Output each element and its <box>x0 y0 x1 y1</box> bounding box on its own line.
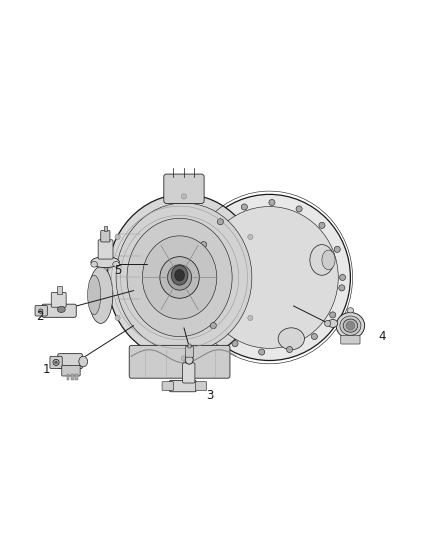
Circle shape <box>181 356 187 361</box>
Circle shape <box>181 194 187 199</box>
Ellipse shape <box>88 275 101 314</box>
Ellipse shape <box>127 219 232 336</box>
Ellipse shape <box>160 257 199 298</box>
Circle shape <box>197 297 203 304</box>
Text: 4: 4 <box>378 330 386 343</box>
FancyBboxPatch shape <box>164 174 204 204</box>
Ellipse shape <box>340 316 361 335</box>
Circle shape <box>210 322 216 329</box>
Ellipse shape <box>116 203 252 352</box>
Circle shape <box>346 321 355 330</box>
Circle shape <box>269 199 275 206</box>
FancyBboxPatch shape <box>162 382 173 391</box>
Circle shape <box>201 241 207 248</box>
Bar <box>67 374 69 381</box>
Bar <box>57 286 62 294</box>
FancyBboxPatch shape <box>50 356 62 368</box>
Ellipse shape <box>278 328 304 350</box>
Bar <box>75 374 78 381</box>
FancyBboxPatch shape <box>341 336 360 344</box>
Ellipse shape <box>188 195 350 360</box>
FancyBboxPatch shape <box>101 231 110 242</box>
Ellipse shape <box>102 263 113 270</box>
Circle shape <box>248 316 253 320</box>
FancyBboxPatch shape <box>195 382 207 391</box>
Circle shape <box>319 222 325 229</box>
Ellipse shape <box>167 265 191 290</box>
Ellipse shape <box>201 207 338 349</box>
Ellipse shape <box>88 266 113 324</box>
Ellipse shape <box>343 319 357 332</box>
Bar <box>71 374 74 381</box>
Ellipse shape <box>325 320 331 327</box>
Circle shape <box>115 235 120 239</box>
Circle shape <box>259 349 265 355</box>
Ellipse shape <box>336 312 364 339</box>
Circle shape <box>339 285 345 291</box>
Circle shape <box>115 316 120 320</box>
Ellipse shape <box>91 262 97 267</box>
FancyBboxPatch shape <box>62 366 80 376</box>
Bar <box>188 344 191 348</box>
Circle shape <box>53 359 59 366</box>
FancyBboxPatch shape <box>51 292 66 307</box>
Text: 2: 2 <box>36 310 44 324</box>
Ellipse shape <box>171 265 188 285</box>
Bar <box>104 226 107 231</box>
Ellipse shape <box>79 356 88 367</box>
Circle shape <box>241 204 247 210</box>
Circle shape <box>39 309 43 313</box>
Circle shape <box>217 219 223 225</box>
FancyBboxPatch shape <box>183 363 195 383</box>
Ellipse shape <box>142 236 217 319</box>
Circle shape <box>334 246 340 253</box>
Ellipse shape <box>107 194 261 361</box>
Text: 3: 3 <box>206 389 213 402</box>
Ellipse shape <box>91 257 119 268</box>
FancyBboxPatch shape <box>185 346 194 357</box>
Circle shape <box>330 312 336 318</box>
Circle shape <box>55 361 57 364</box>
FancyBboxPatch shape <box>170 381 196 392</box>
FancyBboxPatch shape <box>58 354 82 368</box>
Circle shape <box>311 334 318 340</box>
Text: 5: 5 <box>114 264 121 277</box>
Ellipse shape <box>347 308 354 313</box>
FancyBboxPatch shape <box>129 345 230 378</box>
Ellipse shape <box>185 356 193 364</box>
FancyBboxPatch shape <box>98 240 113 259</box>
Circle shape <box>248 235 253 239</box>
Circle shape <box>286 346 293 353</box>
FancyBboxPatch shape <box>42 304 76 317</box>
Ellipse shape <box>113 262 119 267</box>
Ellipse shape <box>328 319 338 327</box>
Circle shape <box>339 274 346 280</box>
Ellipse shape <box>322 250 335 270</box>
Text: 1: 1 <box>43 363 51 376</box>
Ellipse shape <box>310 245 334 275</box>
Circle shape <box>232 341 238 346</box>
Circle shape <box>296 206 302 212</box>
Ellipse shape <box>57 306 65 312</box>
Circle shape <box>193 269 199 275</box>
FancyBboxPatch shape <box>35 305 47 316</box>
Ellipse shape <box>175 270 184 281</box>
